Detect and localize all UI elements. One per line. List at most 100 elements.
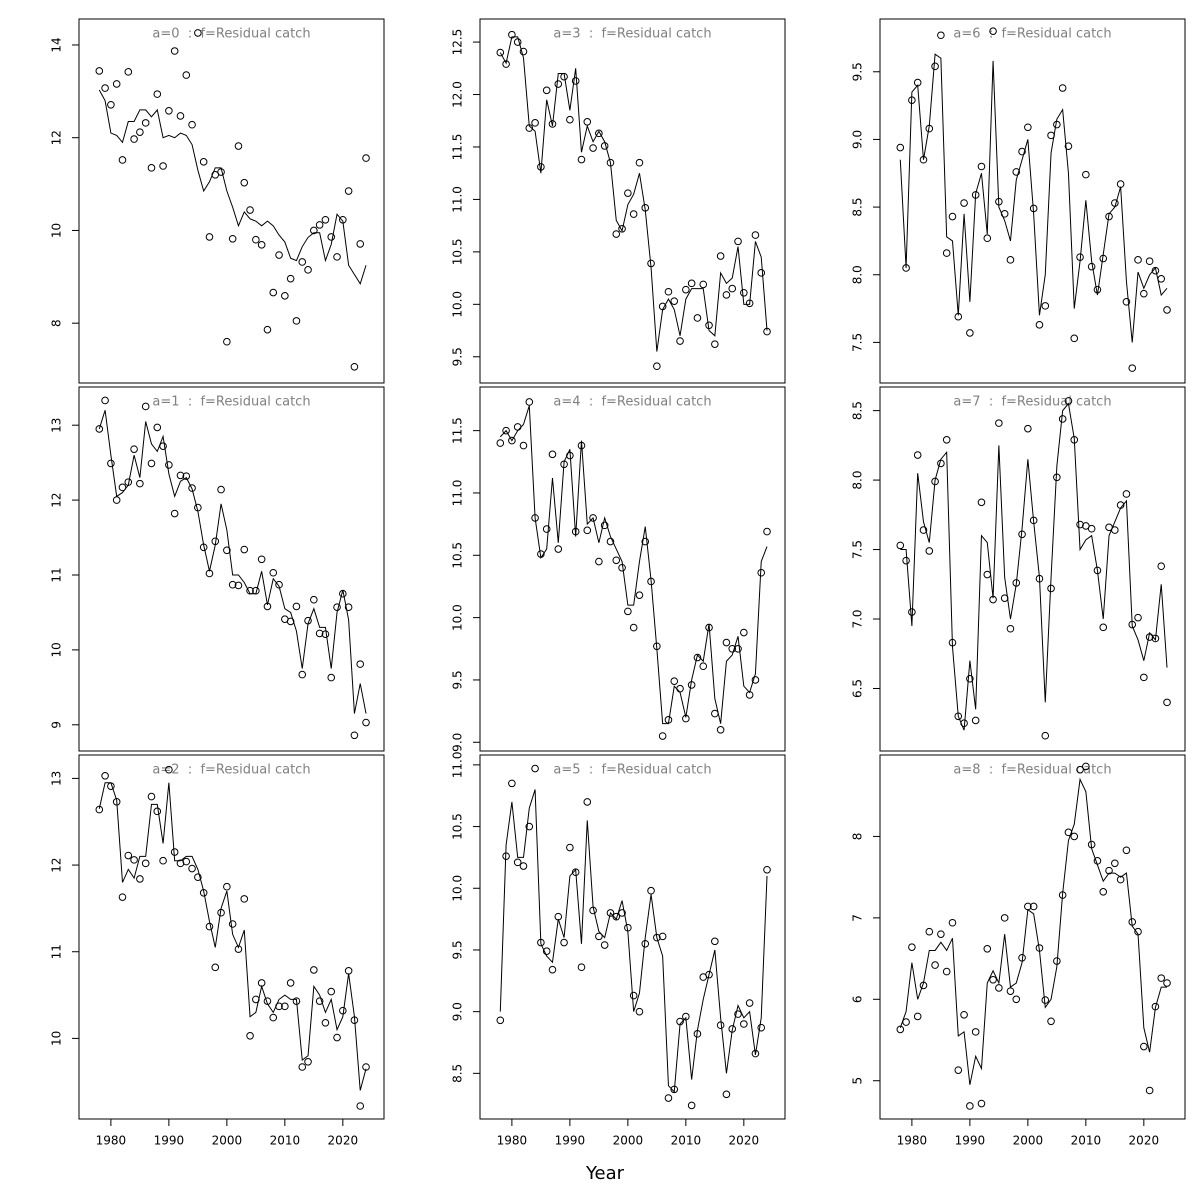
data-point bbox=[310, 966, 318, 974]
y-tick-label: 12 bbox=[50, 130, 64, 145]
data-point bbox=[925, 927, 934, 936]
data-point bbox=[194, 873, 202, 882]
data-point bbox=[1122, 846, 1131, 855]
data-point bbox=[908, 943, 916, 951]
data-point bbox=[548, 965, 557, 974]
data-point bbox=[618, 909, 626, 917]
data-point bbox=[141, 402, 150, 411]
data-point bbox=[240, 178, 249, 187]
data-point bbox=[1006, 987, 1015, 995]
y-tick-label: 10 bbox=[50, 1031, 64, 1046]
x-tick-label: 1980 bbox=[897, 1134, 928, 1148]
data-point bbox=[165, 107, 173, 115]
y-tick-label: 11.5 bbox=[451, 134, 465, 161]
data-point bbox=[508, 779, 516, 788]
data-point bbox=[321, 1019, 330, 1027]
data-point bbox=[292, 602, 301, 611]
data-point bbox=[595, 557, 603, 566]
data-point bbox=[705, 970, 713, 979]
data-point bbox=[281, 1002, 289, 1011]
y-tick-label: 10.0 bbox=[451, 875, 465, 902]
y-tick-label: 9.0 bbox=[451, 733, 465, 752]
data-point bbox=[112, 80, 121, 88]
y-tick-label: 8.0 bbox=[851, 265, 865, 284]
data-point bbox=[1140, 289, 1148, 298]
data-point bbox=[124, 68, 133, 76]
data-point bbox=[1163, 698, 1171, 707]
data-point bbox=[716, 252, 725, 260]
data-point bbox=[95, 425, 104, 433]
x-tick-label: 1990 bbox=[154, 1134, 185, 1148]
data-point bbox=[711, 937, 719, 946]
y-tick-label: 14 bbox=[50, 37, 64, 52]
data-point bbox=[989, 975, 997, 984]
panel-title: a=8 : f=Residual catch bbox=[953, 763, 1111, 778]
data-point bbox=[1157, 974, 1166, 982]
y-tick-label: 11 bbox=[50, 567, 64, 582]
y-tick-label: 11.0 bbox=[451, 752, 465, 779]
panel-title: a=6 : f=Residual catch bbox=[953, 27, 1111, 42]
data-point bbox=[542, 525, 551, 533]
panel-title: a=0 : f=Residual catch bbox=[152, 27, 310, 42]
data-point bbox=[170, 509, 179, 518]
data-point bbox=[919, 526, 928, 534]
data-point bbox=[525, 398, 534, 406]
data-point bbox=[687, 1101, 696, 1110]
panel-title: a=2 : f=Residual catch bbox=[152, 763, 310, 778]
data-point bbox=[1134, 256, 1142, 264]
data-point bbox=[693, 653, 702, 662]
data-point bbox=[635, 1007, 644, 1016]
data-point bbox=[124, 851, 133, 860]
data-point bbox=[141, 119, 150, 127]
y-tick-label: 8 bbox=[50, 319, 64, 327]
y-tick-label: 10.0 bbox=[451, 604, 465, 631]
fitted-line bbox=[499, 36, 768, 352]
data-point bbox=[745, 999, 754, 1007]
y-tick-label: 7.5 bbox=[851, 540, 865, 559]
y-tick-label: 8 bbox=[851, 833, 865, 841]
data-point bbox=[118, 893, 127, 901]
data-point bbox=[1140, 1042, 1148, 1051]
data-point bbox=[1041, 731, 1050, 740]
data-point bbox=[1157, 562, 1166, 571]
data-point bbox=[757, 269, 766, 277]
panel-title: a=7 : f=Residual catch bbox=[953, 395, 1111, 410]
data-point bbox=[1000, 914, 1009, 922]
data-point bbox=[234, 581, 243, 590]
data-point bbox=[304, 1058, 312, 1066]
x-tick-label: 2010 bbox=[1071, 1134, 1102, 1148]
data-point bbox=[1018, 147, 1026, 156]
panel: a=2 : f=Residual catch 10 11 12 13 1980 1990 20… bbox=[50, 754, 385, 1148]
data-point bbox=[1012, 168, 1021, 176]
data-point bbox=[1134, 613, 1142, 622]
data-point bbox=[629, 623, 638, 632]
data-point bbox=[1076, 765, 1084, 774]
data-point bbox=[653, 362, 661, 371]
panel: a=6 : f=Residual catch 7.5 8.0 8.5 9.0 9.5 bbox=[851, 18, 1186, 384]
y-tick-label: 8.5 bbox=[451, 1064, 465, 1083]
data-point bbox=[658, 732, 667, 740]
data-point bbox=[566, 115, 574, 124]
data-point bbox=[327, 987, 336, 996]
data-point bbox=[182, 71, 191, 79]
data-point bbox=[1082, 170, 1090, 179]
data-point bbox=[107, 100, 115, 109]
data-point bbox=[716, 726, 725, 734]
data-point bbox=[699, 662, 708, 671]
x-tick-label: 1990 bbox=[955, 1134, 986, 1148]
data-point bbox=[286, 979, 295, 987]
data-point bbox=[240, 895, 249, 903]
data-point bbox=[612, 230, 621, 238]
data-point bbox=[606, 537, 615, 546]
data-point bbox=[682, 285, 690, 294]
data-point bbox=[711, 340, 719, 348]
data-point bbox=[670, 297, 679, 305]
data-point bbox=[101, 772, 109, 780]
data-point bbox=[159, 856, 167, 865]
data-point bbox=[960, 199, 968, 207]
data-point bbox=[1064, 142, 1073, 150]
panel-title: a=4 : f=Residual catch bbox=[553, 395, 711, 410]
data-point bbox=[525, 822, 534, 831]
data-point bbox=[589, 144, 597, 152]
